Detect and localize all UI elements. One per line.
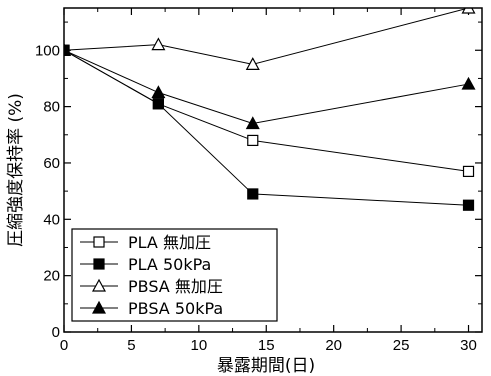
data-point [461,76,476,90]
series-pla-50kpa [64,44,475,211]
series-pla [64,44,475,178]
data-point [151,85,166,99]
legend-label: PBSA 無加圧 [128,277,223,296]
data-point [462,165,475,178]
series-line [64,49,469,172]
y-tick-label: 0 [52,324,60,341]
y-tick-labels: 0 20 40 60 80 100 [35,42,60,341]
plot-frame [63,7,483,333]
y-tick-label: 100 [35,42,60,59]
x-tick-labels: 0 5 10 15 20 25 30 [60,337,477,354]
y-tick-label: 40 [43,211,60,228]
x-tick-label: 20 [325,337,342,354]
x-tick-label: 15 [258,337,275,354]
legend-marker [93,236,105,248]
y-tick-label: 60 [43,155,60,172]
legend-item: PBSA 無加圧 [80,277,223,296]
legend-label: PLA 50kPa [128,255,211,274]
series-line [64,49,469,206]
legend-marker [93,258,105,270]
legend-item: PLA 無加圧 [80,233,211,252]
series-line [64,8,469,65]
series-pbsa-50kpa [64,43,476,130]
data-point [64,43,72,56]
data-point [245,57,260,70]
legend: PLA 無加圧 PLA 50kPa PBSA 無加圧 PBSA 50kPa [71,228,278,322]
legend-box [71,228,278,322]
y-tick-label: 80 [43,99,60,116]
x-tick-label: 25 [393,337,410,354]
data-point [151,37,166,51]
x-tick-label: 30 [460,337,477,354]
legend-label: PBSA 50kPa [128,299,223,318]
y-tick-label: 20 [43,268,60,285]
legend-marker [91,278,107,292]
x-tick-label: 0 [60,337,68,354]
series-line [64,49,469,125]
data-point [461,8,476,14]
legend-item: PBSA 50kPa [80,299,223,318]
data-point [245,116,260,130]
data-point [462,199,475,211]
legend-item: PLA 50kPa [80,255,211,274]
y-axis-title: 圧縮強度保持率 (%) [6,93,26,247]
legend-label: PLA 無加圧 [128,233,211,252]
x-tick-label: 5 [127,337,135,354]
series-group [64,8,476,211]
legend-marker [91,300,107,314]
x-axis-title: 暴露期間(日) [217,356,315,376]
x-tick-label: 10 [190,337,207,354]
data-point [247,134,259,147]
data-point [152,98,164,110]
data-point [247,188,259,200]
